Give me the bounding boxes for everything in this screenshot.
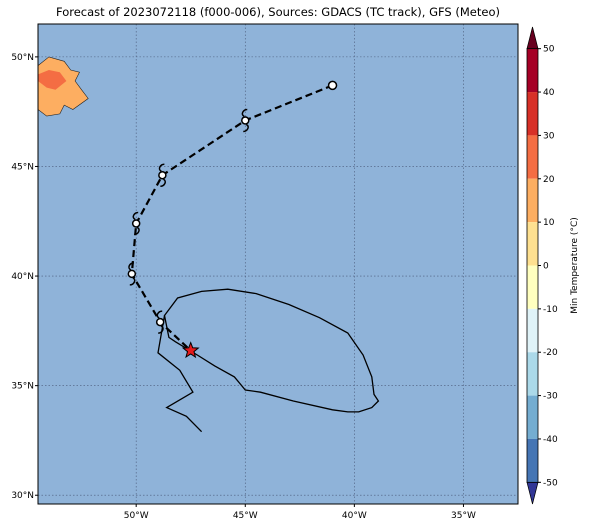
storm-arm-top [241,108,248,118]
lon-tick-label: 45°W [233,511,258,521]
map-frame [37,23,519,505]
storm-eye [158,170,167,180]
lon-tick-label: 35°W [451,511,476,521]
storm-eye [131,219,141,228]
storm-arm-bottom [129,277,136,286]
colorbar-tick-label: 40 [543,88,555,98]
storm-arm-bottom [158,325,164,334]
colorbar-band [527,135,538,179]
forecast-cone-tail [157,315,203,433]
colorbar-band [527,308,538,353]
land-hot-patch [38,70,67,90]
storm-eye [241,116,250,125]
lon-tick-label: 50°W [124,511,149,521]
colorbar-band [527,265,538,309]
storm-eye [155,317,165,327]
colorbar-band [527,92,538,136]
colorbar-tick-label: 20 [543,175,555,185]
colorbar-band [527,352,538,396]
colorbar-band [526,481,539,505]
colorbar-tick-label: -40 [543,435,558,445]
colorbar-tick-label: 0 [543,262,549,272]
storm-arm-bottom [134,226,140,236]
storm-symbol-icon [241,108,250,133]
colorbar-tick-label: -50 [543,478,558,488]
colorbar-label: Min Temperature (°C) [570,217,580,314]
lat-tick-label: 50°N [11,53,34,63]
colorbar-band [527,395,538,439]
storm-arm-top [132,211,139,221]
lat-tick-label: 35°N [11,382,34,392]
lat-tick-label: 40°N [11,272,34,282]
storm-arm-top [158,163,165,172]
colorbar-band [527,222,538,266]
storm-eye [127,269,137,279]
colorbar-tick-label: -20 [543,348,558,358]
colorbar-band [526,26,539,50]
storm-arm-top [156,310,163,319]
lat-tick-label: 30°N [11,491,34,501]
colorbar-tick-label: 10 [543,218,555,228]
colorbar-band [527,48,538,93]
storm-symbol-icon [127,262,137,286]
ocean-background [38,24,518,504]
colorbar-band [527,178,538,223]
track-point-circle [327,80,338,91]
storm-symbol-icon [158,163,167,187]
current-position-star-icon [181,341,200,359]
storm-arm-bottom [243,123,249,133]
storm-symbol-icon [131,211,141,236]
page-title: Forecast of 2023072118 (f000-006), Sourc… [56,5,500,19]
lat-tick-label: 45°N [11,162,34,172]
colorbar-tick-label: 50 [543,45,555,55]
storm-arm-top [128,262,134,271]
storm-symbol-icon [155,310,165,334]
forecast-cone [163,288,380,413]
map-area: 50°W 45°W 40°W 35°W 50°N 45°N 40°N 35°N 30°N [11,23,519,521]
colorbar-tick-label: 30 [543,131,555,141]
lon-tick-label: 40°W [342,511,367,521]
colorbar-tick-label: -10 [543,305,558,315]
colorbar: 50 40 30 20 10 0 -10 -20 -30 -40 -50 Min Temperatur… [526,26,580,505]
storm-arm-bottom [160,178,166,187]
colorbar-band [527,438,538,483]
colorbar-tick-label: -30 [543,392,558,402]
